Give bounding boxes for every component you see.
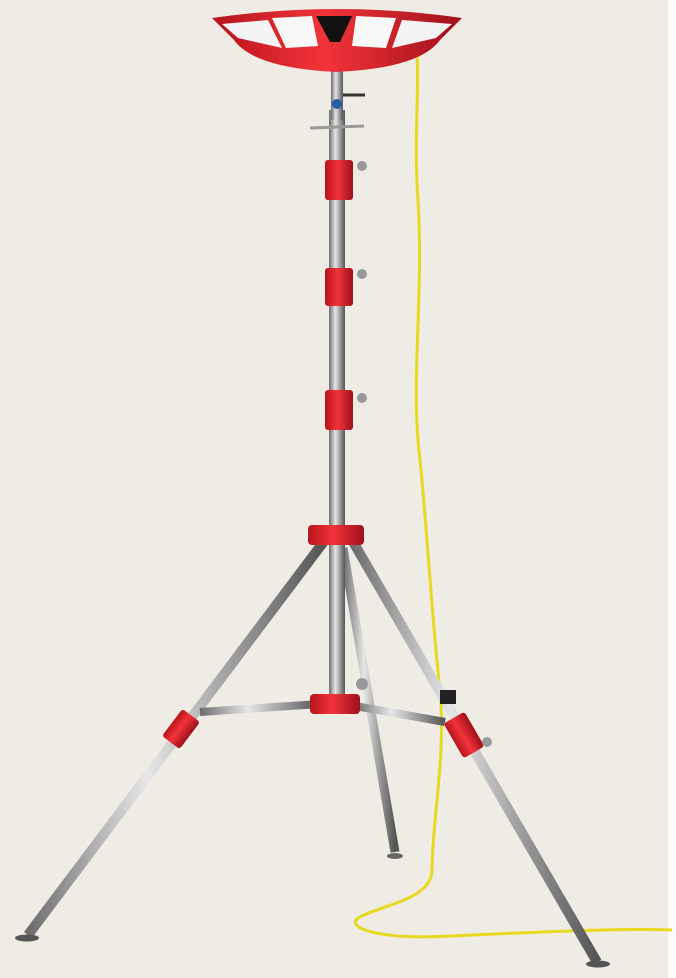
collar — [308, 525, 364, 545]
screw — [482, 737, 492, 747]
clamp — [325, 160, 353, 200]
screw — [357, 161, 367, 171]
foot — [387, 853, 403, 859]
clamp — [325, 268, 353, 306]
knob — [332, 99, 342, 109]
photo — [0, 0, 676, 978]
foot — [586, 961, 610, 968]
bracket — [310, 126, 364, 128]
foot — [15, 935, 39, 942]
screw — [356, 678, 368, 690]
screw — [357, 269, 367, 279]
spreader-hub — [310, 694, 360, 714]
edge-strip — [668, 0, 676, 978]
latch — [440, 690, 456, 704]
screw — [357, 393, 367, 403]
clamp — [325, 390, 353, 430]
page — [0, 0, 676, 978]
